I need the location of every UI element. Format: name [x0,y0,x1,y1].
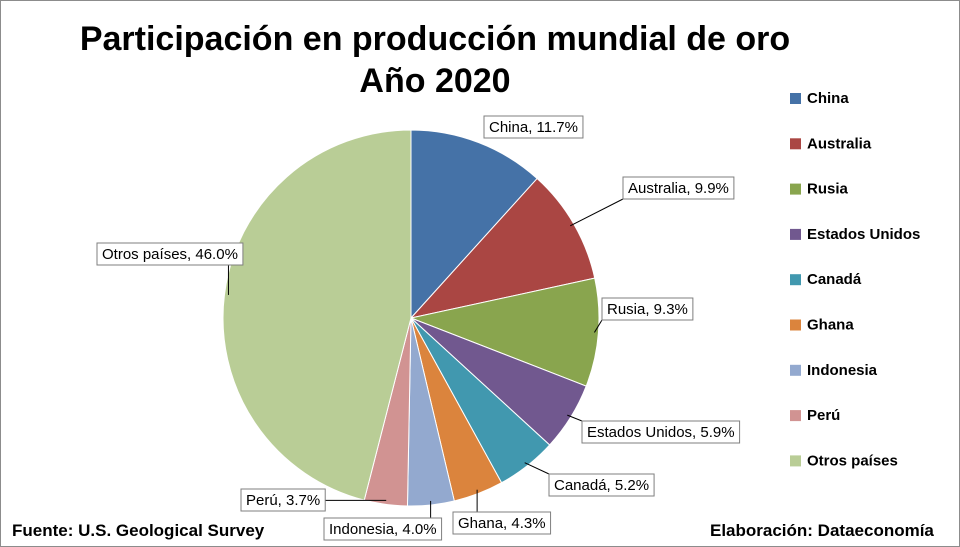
legend-swatch-australia [790,138,801,150]
legend-swatch-indonesia [790,364,801,376]
legend: China Australia Rusia Estados Unidos Canadá G… [790,90,920,469]
chart-title: Participación en producción mundial de o… [79,20,791,58]
data-label-australia: Australia, 9.9% [628,180,729,197]
data-label-box [581,420,741,444]
pie-slice-china [410,129,538,320]
data-label-indonesia: Indonesia, 4.0% [329,521,437,538]
pie-slice-rusia [409,277,600,387]
data-label-box [622,176,735,200]
leader-line [567,414,583,422]
leader-line [524,462,550,475]
data-labels: China, 11.7% Australia, 9.9% Rusia, 9.3% Es… [96,115,741,541]
legend-swatch-peru [790,410,801,422]
data-label-rusia: Rusia, 9.3% [607,301,688,318]
legend-swatch-otros-paises [790,455,801,467]
legend-swatch-rusia [790,183,801,195]
data-label-box [323,517,443,541]
legend-label-rusia: Rusia [807,181,849,198]
legend-label-australia: Australia [807,135,872,152]
legend-label-otros-paises: Otros países [807,452,898,469]
data-label-peru: Perú, 3.7% [246,492,320,509]
data-label-box [601,297,694,321]
data-label-otros-paises: Otros países, 46.0% [102,246,238,263]
data-label-box [96,242,244,266]
leader-lines [227,198,624,518]
legend-label-canada: Canadá [807,271,862,288]
credit-note: Elaboración: Dataeconomía [710,521,934,540]
legend-swatch-canada [790,274,801,286]
data-label-ghana: Ghana, 4.3% [458,515,546,532]
leader-line [570,198,624,227]
data-label-box [483,115,584,139]
pie-slices [222,129,600,507]
data-label-canada: Canadá, 5.2% [554,477,649,494]
legend-swatch-china [790,93,801,104]
data-label-estados-unidos: Estados Unidos, 5.9% [587,424,735,441]
legend-label-ghana: Ghana [807,317,854,334]
data-label-china: China, 11.7% [489,119,578,136]
leader-line [594,319,603,333]
legend-label-china: China [807,90,849,107]
legend-label-estados-unidos: Estados Unidos [807,226,920,243]
legend-swatch-ghana [790,319,801,331]
chart-subtitle: Año 2020 [359,62,511,100]
data-label-box [452,511,552,535]
legend-label-indonesia: Indonesia [807,362,878,379]
legend-swatch-estados-unidos [790,228,801,240]
source-note: Fuente: U.S. Geological Survey [12,521,265,540]
legend-label-peru: Perú [807,407,840,424]
data-label-box [240,488,326,512]
pie-slice-otros-paises [222,129,412,501]
data-label-box [548,473,655,497]
